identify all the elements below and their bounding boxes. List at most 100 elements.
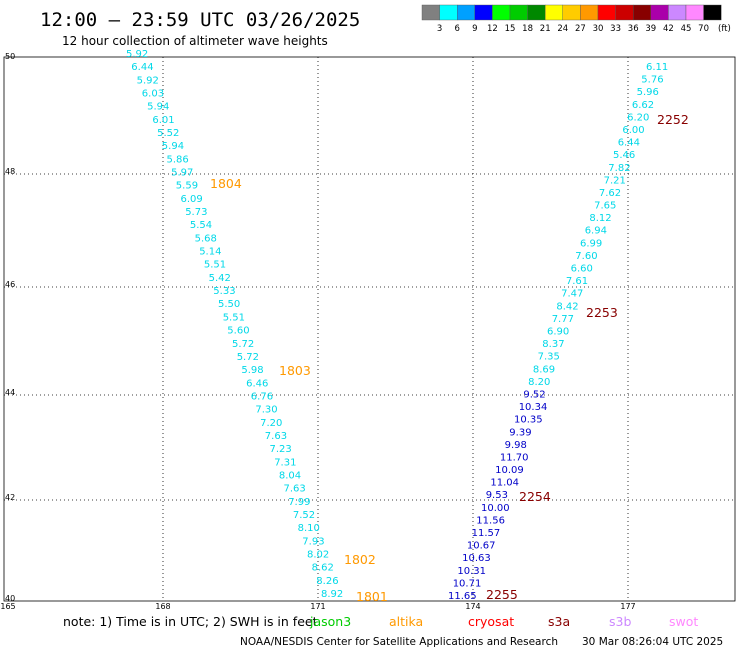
legend-tick-label: 36	[628, 24, 639, 34]
time-marker: 2254	[519, 489, 551, 504]
legend-tick-label: 15	[505, 24, 516, 34]
legend-tick-label: 24	[557, 24, 568, 34]
legend-swatch	[685, 4, 704, 21]
legend-swatch	[545, 4, 564, 21]
swh-observation: 7.61	[566, 276, 588, 287]
swh-observation: 8.10	[298, 523, 320, 534]
legend-tick-label: 45	[681, 24, 692, 34]
legend-tick-label: 42	[663, 24, 674, 34]
latitude-label: 48	[5, 167, 15, 176]
legend-tick-label: 39	[645, 24, 656, 34]
swh-observation: 6.44	[131, 62, 153, 73]
swh-observation: 5.73	[185, 207, 207, 218]
swh-observation: 7.62	[599, 188, 621, 199]
legend-tick-label: 70	[698, 24, 709, 34]
swh-observation: 5.60	[227, 326, 249, 337]
swh-observation: 10.31	[457, 566, 486, 577]
legend-tick-label: 12	[487, 24, 498, 34]
legend-tick-label: 27	[575, 24, 586, 34]
legend-tick-label: 3	[437, 24, 442, 34]
swh-observation: 8.42	[556, 301, 578, 312]
swh-observation: 5.33	[213, 286, 235, 297]
swh-observation: 7.20	[260, 418, 282, 429]
swh-observation: 6.11	[646, 62, 668, 73]
swh-observation: 5.76	[641, 75, 663, 86]
time-marker: 2255	[486, 587, 518, 602]
swh-observation: 6.46	[246, 378, 268, 389]
swh-observation: 5.59	[176, 181, 198, 192]
longitude-label: 177	[620, 602, 635, 611]
legend-tick-label: (ft)	[718, 24, 731, 34]
swh-observation: 7.30	[255, 405, 277, 416]
legend-tick-label: 21	[540, 24, 551, 34]
satellite-key-jason3: jason3	[309, 614, 351, 629]
latitude-label: 44	[5, 388, 15, 397]
swh-observation: 6.62	[632, 100, 654, 111]
swh-observation: 11.56	[476, 515, 505, 526]
swh-observation: 7.63	[284, 484, 306, 495]
swh-observation: 5.92	[126, 49, 148, 60]
credit-line: NOAA/NESDIS Center for Satellite Applica…	[240, 636, 558, 648]
wave-height-legend: 3 6 9 12 15 18 21 24 27 30 33 36 39 42 45 70 (ft)	[421, 4, 731, 34]
swh-observation: 6.01	[152, 115, 174, 126]
map-subtitle: 12 hour collection of altimeter wave hei…	[62, 34, 328, 48]
swh-observation: 6.09	[181, 194, 203, 205]
legend-tick-label: 9	[472, 24, 477, 34]
swh-observation: 5.51	[223, 312, 245, 323]
swh-observation: 5.51	[204, 260, 226, 271]
swh-observation: 8.92	[321, 589, 343, 600]
legend-swatch	[597, 4, 616, 21]
legend-swatch	[509, 4, 528, 21]
swh-observation: 5.72	[232, 339, 254, 350]
legend-tick-label: 18	[522, 24, 533, 34]
swh-observation: 5.46	[613, 150, 635, 161]
legend-swatch	[633, 4, 652, 21]
swh-observation: 5.98	[241, 365, 263, 376]
swh-observation: 5.86	[167, 154, 189, 165]
swh-observation: 5.14	[199, 247, 221, 258]
legend-swatch	[527, 4, 546, 21]
swh-observation: 10.34	[519, 402, 548, 413]
swh-observation: 7.21	[604, 175, 626, 186]
swh-observation: 7.60	[575, 251, 597, 262]
timestamp: 30 Mar 08:26:04 UTC 2025	[582, 636, 723, 648]
swh-observation: 7.23	[270, 444, 292, 455]
swh-observation: 6.00	[622, 125, 644, 136]
swh-observation: 5.94	[147, 102, 169, 113]
swh-observation: 8.37	[542, 339, 564, 350]
legend-swatch	[492, 4, 511, 21]
swh-observation: 7.99	[288, 497, 310, 508]
swh-observation: 10.67	[467, 541, 496, 552]
latitude-label: 42	[5, 493, 15, 502]
swh-observation: 8.04	[279, 471, 301, 482]
time-marker: 1803	[279, 363, 311, 378]
swh-observation: 10.63	[462, 553, 491, 564]
swh-observation: 6.94	[585, 226, 607, 237]
swh-observation: 7.35	[538, 352, 560, 363]
longitude-label: 171	[310, 602, 325, 611]
swh-observation: 7.47	[561, 289, 583, 300]
swh-observation: 9.98	[505, 440, 527, 451]
swh-observation: 5.96	[637, 87, 659, 98]
units-note: note: 1) Time is in UTC; 2) SWH is in fe…	[63, 614, 318, 629]
swh-observation: 8.26	[316, 576, 338, 587]
legend-tick-label: 6	[454, 24, 459, 34]
time-marker: 2252	[657, 112, 689, 127]
time-marker: 1802	[344, 552, 376, 567]
latitude-label: 50	[5, 52, 15, 61]
swh-observation: 6.90	[547, 327, 569, 338]
swh-observation: 8.12	[589, 213, 611, 224]
swh-observation: 11.65	[448, 591, 477, 602]
swh-observation: 6.44	[618, 138, 640, 149]
legend-swatch	[650, 4, 669, 21]
swh-observation: 5.52	[157, 128, 179, 139]
satellite-key-s3b: s3b	[609, 614, 631, 629]
satellite-legend: jason3 altika cryosat s3a s3b swot	[309, 614, 698, 629]
swh-observation: 10.00	[481, 503, 510, 514]
swh-observation: 6.20	[627, 112, 649, 123]
satellite-key-swot: swot	[669, 614, 698, 629]
swh-observation: 8.69	[533, 364, 555, 375]
latitude-label: 46	[5, 280, 15, 289]
